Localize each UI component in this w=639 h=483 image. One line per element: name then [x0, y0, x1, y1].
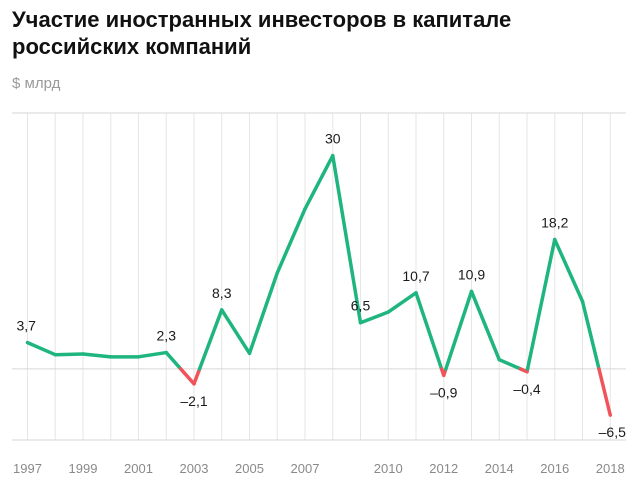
- x-tick-label-2018: 2018: [596, 461, 625, 476]
- series-segment-2006-2007: [275, 207, 307, 275]
- data-label-2016: 18,2: [541, 215, 568, 231]
- series-segment-1999-2000: [81, 352, 113, 359]
- series-segment-1998-1999: [53, 352, 85, 357]
- chart-title-line2: российских компаний: [12, 34, 252, 59]
- x-tick-label-2012: 2012: [429, 461, 458, 476]
- data-label-2018: –6,5: [599, 424, 626, 440]
- series-segment-2015-2016-1: [525, 237, 557, 371]
- series-segment-1997-1998: [25, 340, 57, 357]
- x-tick-label-1999: 1999: [69, 461, 98, 476]
- series-segment-2010-2011: [386, 291, 418, 314]
- chart-grid: [12, 112, 626, 441]
- series-segment-2013-2014: [469, 289, 501, 362]
- data-label-2011: 10,7: [402, 268, 429, 284]
- series-segment-2011-2012-0: [414, 291, 444, 371]
- data-label-2009: 6,5: [351, 298, 371, 314]
- data-label-2013: 10,9: [458, 266, 485, 282]
- series-segment-2017-2018-1: [597, 367, 612, 417]
- chart-data-labels: 3,7 2,3 –2,1 8,3 30 6,5 10,7 –0,9 10,9 –0,4 18,2 –6…: [17, 131, 627, 440]
- series-segment-2005-2006: [247, 271, 279, 356]
- series-segment-2012-2013-1: [444, 289, 474, 371]
- series-segment-2016-2017: [553, 237, 585, 304]
- chart-series: [25, 153, 612, 417]
- series-segment-2009-2010: [358, 310, 390, 325]
- data-label-2002: 2,3: [157, 328, 177, 344]
- series-segment-2004-2005: [220, 308, 252, 356]
- data-label-1997: 3,7: [17, 318, 37, 334]
- series-segment-2007-2008: [303, 153, 335, 211]
- x-tick-label-2007: 2007: [291, 461, 320, 476]
- series-segment-2003-2004-0: [192, 367, 202, 386]
- series-segment-2014-2015-0: [497, 357, 523, 371]
- chart-x-axis: 1997 1999 2001 2003 2005 2007 2010 2012 2014 2016…: [13, 461, 625, 476]
- chart-title-line1: Участие иностранных инвесторов в капитал…: [12, 7, 512, 32]
- series-segment-2008-2009: [331, 153, 363, 325]
- chart-title: Участие иностранных инвесторов в капитал…: [12, 6, 612, 60]
- data-label-2003: –2,1: [180, 393, 207, 409]
- data-label-2008: 30: [325, 131, 341, 147]
- series-segment-2002-2003-0: [164, 350, 183, 371]
- series-segment-2001-2002: [136, 350, 168, 359]
- x-tick-label-2014: 2014: [485, 461, 514, 476]
- x-tick-label-2010: 2010: [374, 461, 403, 476]
- x-tick-label-2016: 2016: [540, 461, 569, 476]
- series-segment-2002-2003-1: [179, 367, 196, 386]
- series-segment-2003-2004-1: [197, 308, 224, 371]
- chart-unit-label: $ млрд: [12, 75, 61, 92]
- x-tick-label-2001: 2001: [124, 461, 153, 476]
- series-segment-2017-2018-0: [580, 299, 601, 371]
- x-tick-label-2005: 2005: [235, 461, 264, 476]
- x-tick-label-1997: 1997: [13, 461, 42, 476]
- data-label-2015: –0,4: [513, 381, 540, 397]
- data-label-2012: –0,9: [430, 384, 457, 400]
- data-label-2004: 8,3: [212, 285, 232, 301]
- x-tick-label-2003: 2003: [180, 461, 209, 476]
